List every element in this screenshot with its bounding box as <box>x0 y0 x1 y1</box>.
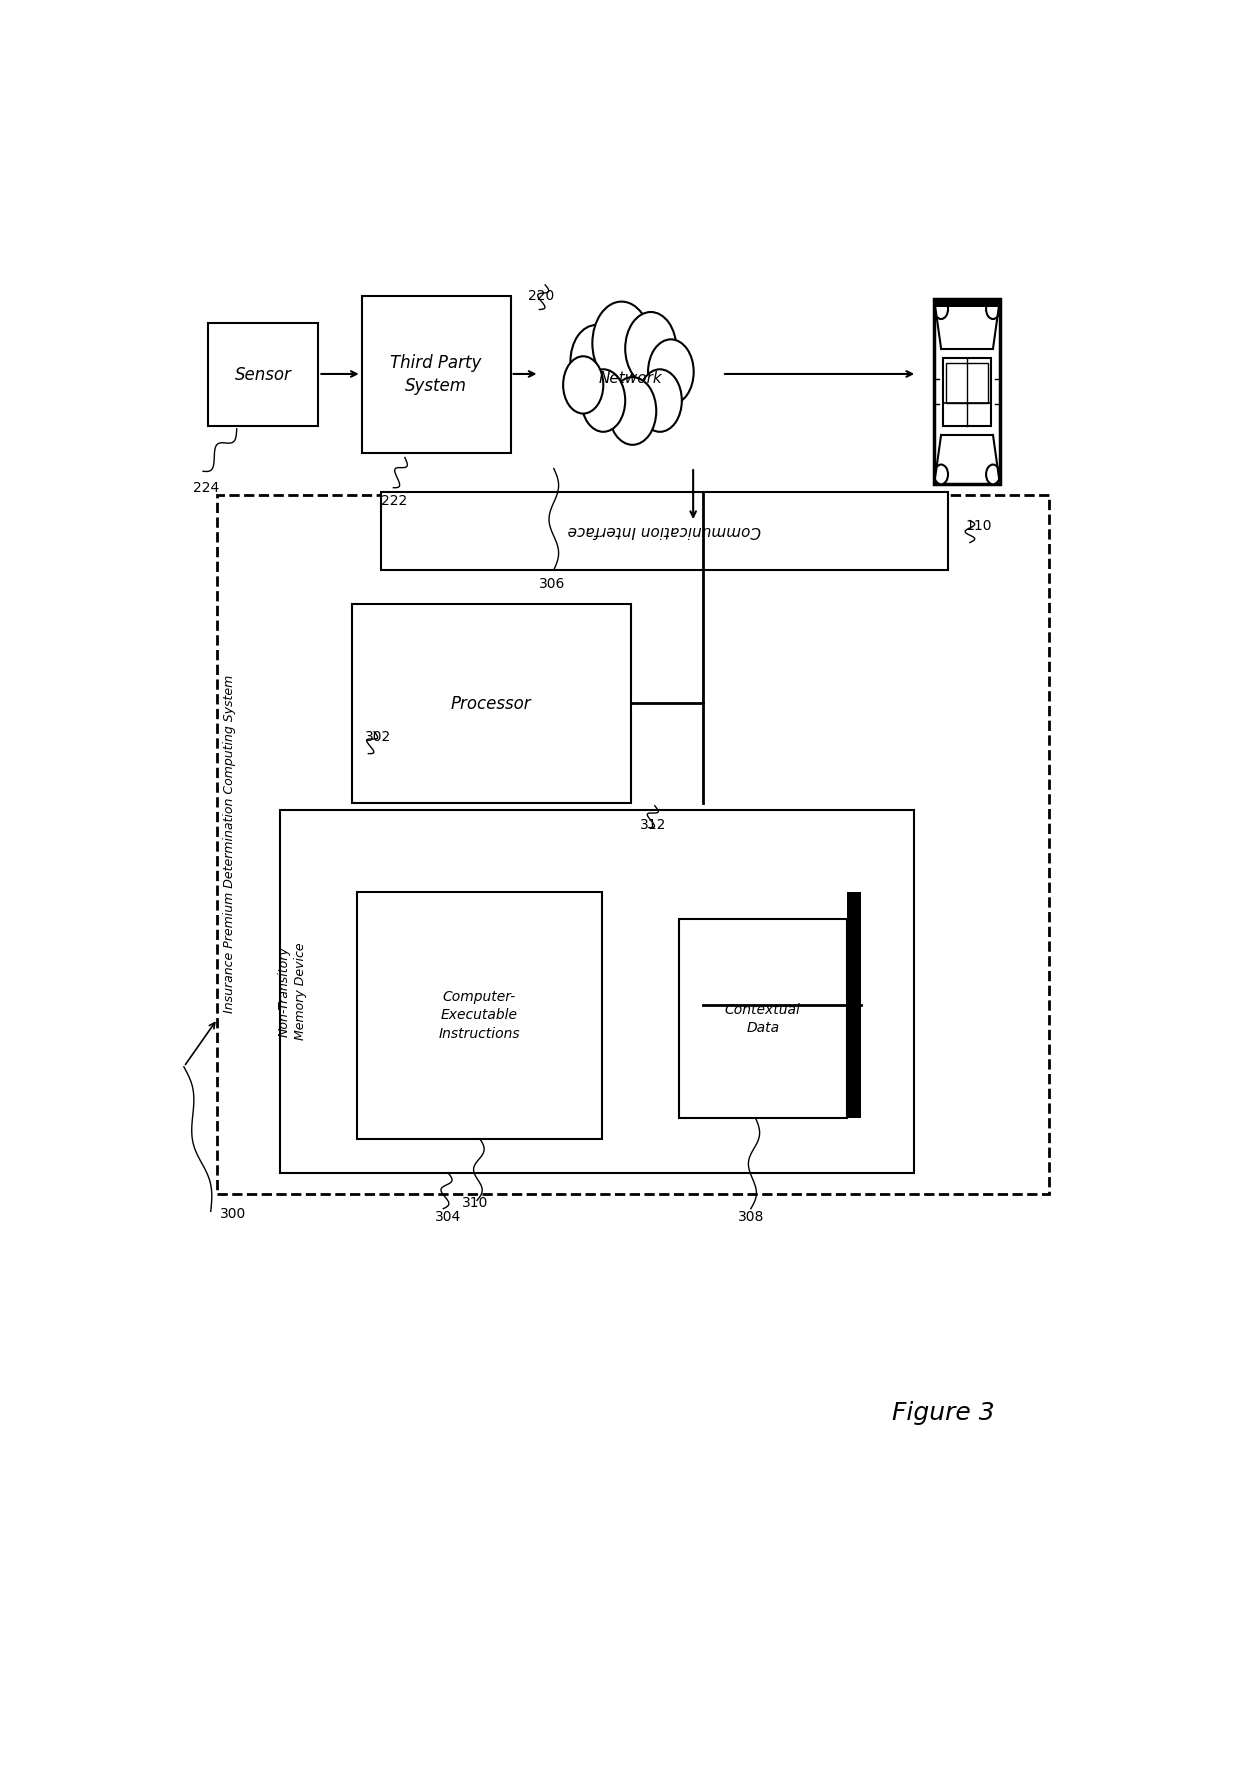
Bar <box>362 295 511 454</box>
Circle shape <box>625 312 676 384</box>
Bar <box>934 299 999 306</box>
Bar <box>934 299 999 484</box>
Text: Network: Network <box>599 370 662 386</box>
Text: 224: 224 <box>193 481 219 495</box>
Circle shape <box>934 299 949 319</box>
Circle shape <box>986 299 999 319</box>
Bar <box>280 810 914 1173</box>
Text: Sensor: Sensor <box>234 365 291 384</box>
Text: Communication Interface: Communication Interface <box>568 523 761 538</box>
Text: 308: 308 <box>738 1210 764 1225</box>
Circle shape <box>649 340 693 404</box>
Circle shape <box>986 465 999 484</box>
Text: 220: 220 <box>528 288 554 303</box>
Text: Figure 3: Figure 3 <box>892 1401 994 1424</box>
Text: 304: 304 <box>435 1210 461 1225</box>
Circle shape <box>563 356 604 413</box>
Circle shape <box>609 377 656 445</box>
Text: 300: 300 <box>221 1207 247 1221</box>
Text: Contextual
Data: Contextual Data <box>725 1002 801 1034</box>
Bar <box>381 491 947 570</box>
Text: Insurance Premium Determination Computing System: Insurance Premium Determination Computin… <box>223 675 237 1013</box>
Circle shape <box>593 301 651 384</box>
Bar <box>678 920 847 1118</box>
Text: 110: 110 <box>965 520 992 532</box>
Text: 302: 302 <box>365 730 391 744</box>
Bar <box>208 324 319 425</box>
Circle shape <box>582 368 625 433</box>
Text: Third Party
System: Third Party System <box>391 354 482 395</box>
Text: 310: 310 <box>461 1196 489 1210</box>
Circle shape <box>934 465 949 484</box>
Text: Computer-
Executable
Instructions: Computer- Executable Instructions <box>439 990 520 1041</box>
Circle shape <box>570 326 621 399</box>
Circle shape <box>639 368 682 433</box>
Text: 312: 312 <box>640 817 667 831</box>
Bar <box>357 892 601 1139</box>
Bar <box>217 495 1049 1194</box>
Text: Non-Transitory
Memory Device: Non-Transitory Memory Device <box>278 943 308 1040</box>
Bar <box>352 603 631 803</box>
Text: 222: 222 <box>381 495 407 509</box>
Bar <box>946 363 988 402</box>
Bar <box>847 892 862 1118</box>
Text: Processor: Processor <box>451 694 532 712</box>
Text: 306: 306 <box>539 577 565 591</box>
Bar <box>942 358 991 427</box>
